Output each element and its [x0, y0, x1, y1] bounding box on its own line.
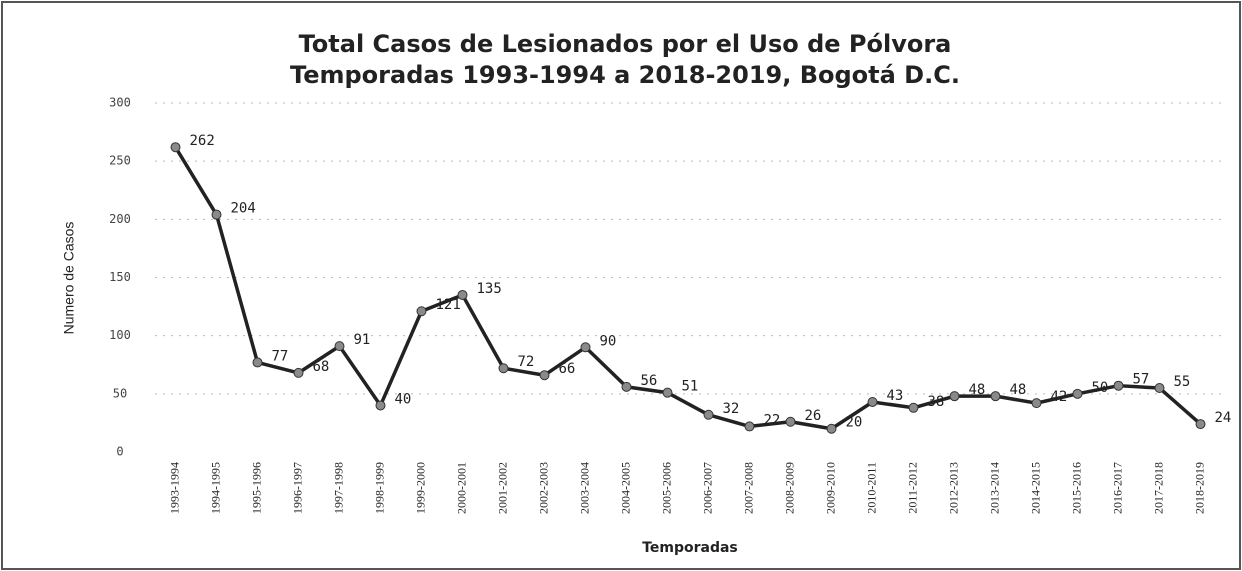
data-label: 57: [1133, 372, 1150, 388]
data-point: [375, 400, 386, 411]
data-point: [785, 416, 796, 427]
data-label: 91: [354, 332, 371, 348]
x-tick-label: 1994-1995: [208, 462, 222, 514]
data-point: [703, 409, 714, 420]
x-tick-label: 1997-1998: [331, 462, 345, 514]
y-tick-label: 300: [109, 96, 131, 110]
data-point: [1113, 380, 1124, 391]
data-label: 32: [723, 401, 740, 417]
data-point: [1154, 383, 1165, 394]
data-label: 48: [1010, 382, 1027, 398]
data-point: [744, 421, 755, 432]
x-tick-label: 2004-2005: [618, 462, 632, 514]
data-point: [826, 423, 837, 434]
y-tick-label: 50: [113, 386, 127, 400]
data-point: [334, 341, 345, 352]
data-point: [170, 142, 181, 153]
y-tick-label: 100: [109, 328, 131, 342]
data-point: [580, 342, 591, 353]
data-point: [457, 289, 468, 300]
x-tick-label: 1995-1996: [249, 462, 263, 514]
x-tick-label: 2017-2018: [1151, 462, 1165, 514]
data-label: 42: [1051, 389, 1068, 405]
data-point: [949, 391, 960, 402]
x-tick-label: 2001-2002: [495, 462, 509, 514]
x-tick-label: 2009-2010: [823, 462, 837, 514]
x-tick-label: 2018-2019: [1192, 462, 1206, 514]
data-label: 204: [231, 201, 256, 217]
data-label: 121: [436, 297, 461, 313]
data-label: 68: [313, 359, 330, 375]
data-label: 48: [969, 382, 986, 398]
x-tick-label: 2014-2015: [1028, 462, 1042, 514]
data-point: [252, 357, 263, 368]
x-tick-label: 2005-2006: [659, 462, 673, 514]
data-label: 20: [846, 415, 863, 431]
data-point: [211, 209, 222, 220]
x-axis-label: Temporadas: [642, 540, 738, 556]
data-label: 262: [190, 133, 215, 149]
chart-title: Total Casos de Lesionados por el Uso de …: [299, 30, 952, 58]
data-point: [867, 396, 878, 407]
y-tick-label: 200: [109, 212, 131, 226]
data-label: 26: [805, 408, 822, 424]
x-tick-label: 2011-2012: [905, 462, 919, 514]
data-point: [908, 402, 919, 413]
x-tick-label: 2003-2004: [577, 462, 591, 514]
x-tick-label: 2015-2016: [1069, 462, 1083, 514]
x-tick-label: 2007-2008: [741, 462, 755, 514]
data-point: [1031, 398, 1042, 409]
chart-title: Temporadas 1993-1994 a 2018-2019, Bogotá…: [290, 61, 960, 89]
x-tick-label: 1999-2000: [413, 462, 427, 514]
data-label: 55: [1174, 374, 1191, 390]
data-label: 56: [641, 373, 658, 389]
data-label: 90: [600, 333, 617, 349]
x-tick-label: 2008-2009: [782, 462, 796, 514]
data-point: [539, 370, 550, 381]
data-point: [1195, 419, 1206, 430]
data-label: 66: [559, 361, 576, 377]
data-label: 43: [887, 388, 904, 404]
data-label: 40: [395, 391, 412, 407]
x-tick-label: 1998-1999: [372, 462, 386, 514]
data-label: 72: [518, 354, 535, 370]
data-label: 77: [272, 348, 289, 364]
x-tick-label: 2010-2011: [864, 462, 878, 514]
x-tick-label: 1996-1997: [290, 462, 304, 514]
y-tick-label: 250: [109, 154, 131, 168]
x-tick-label: 2016-2017: [1110, 462, 1124, 514]
x-tick-label: 2002-2003: [536, 462, 550, 514]
x-tick-label: 2006-2007: [700, 462, 714, 514]
x-tick-label: 1993-1994: [167, 462, 181, 514]
x-tick-label: 2013-2014: [987, 462, 1001, 514]
data-label: 38: [928, 394, 945, 410]
data-point: [293, 367, 304, 378]
x-tick-label: 2012-2013: [946, 462, 960, 514]
data-point: [662, 387, 673, 398]
y-tick-label: 150: [109, 270, 131, 284]
y-tick-label: 0: [116, 445, 123, 459]
y-axis-label: Numero de Casos: [61, 222, 77, 335]
x-tick-label: 2000-2001: [454, 462, 468, 514]
data-point: [1072, 388, 1083, 399]
data-label: 22: [764, 412, 781, 428]
data-label: 51: [682, 379, 699, 395]
data-label: 50: [1092, 380, 1109, 396]
data-point: [621, 381, 632, 392]
data-label: 135: [477, 281, 502, 297]
data-line: [174, 146, 1202, 431]
data-point: [990, 391, 1001, 402]
data-label: 24: [1215, 410, 1232, 426]
data-point: [498, 363, 509, 374]
data-point: [416, 306, 427, 317]
